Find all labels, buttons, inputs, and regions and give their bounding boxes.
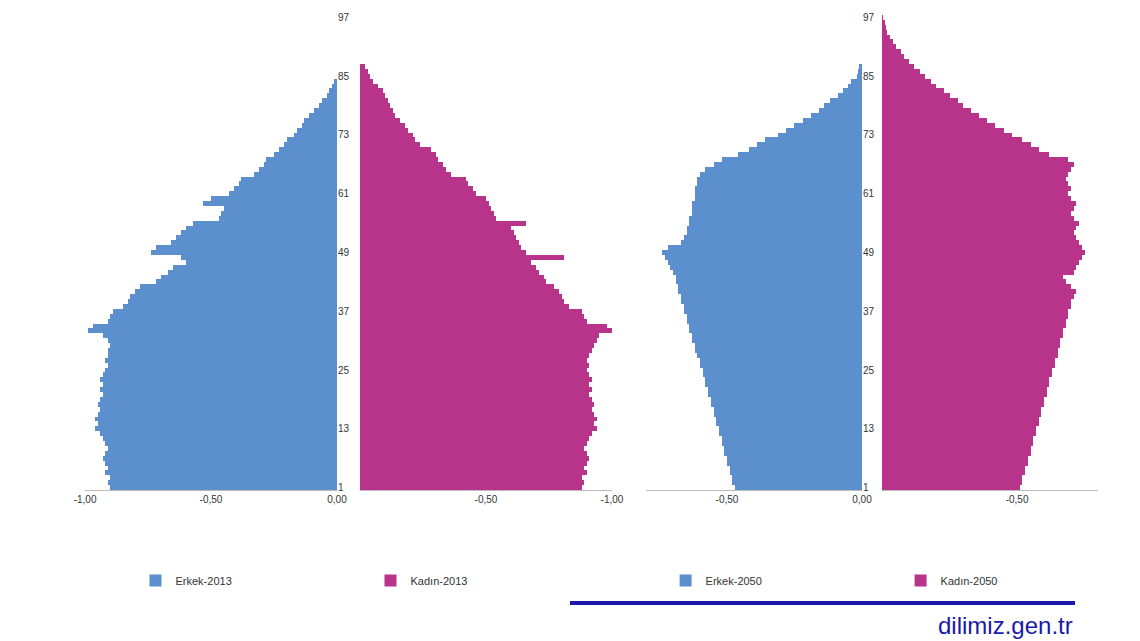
svg-text:37: 37	[338, 306, 350, 317]
svg-text:25: 25	[338, 365, 350, 376]
svg-text:1: 1	[863, 482, 869, 493]
svg-text:Kadın-2050: Kadın-2050	[941, 575, 998, 587]
svg-text:dilimiz.gen.tr: dilimiz.gen.tr	[938, 612, 1073, 639]
svg-text:-0,50: -0,50	[200, 494, 223, 505]
svg-text:97: 97	[863, 12, 875, 23]
svg-text:37: 37	[863, 306, 875, 317]
svg-text:-0,50: -0,50	[475, 494, 498, 505]
svg-text:-1,00: -1,00	[601, 494, 624, 505]
svg-text:61: 61	[863, 188, 875, 199]
svg-text:-0,50: -0,50	[1006, 494, 1029, 505]
svg-text:0,00: 0,00	[852, 494, 872, 505]
svg-text:13: 13	[863, 423, 875, 434]
svg-text:Erkek-2013: Erkek-2013	[176, 575, 232, 587]
svg-text:1: 1	[338, 482, 344, 493]
svg-text:-0,50: -0,50	[716, 494, 739, 505]
svg-text:0,00: 0,00	[327, 494, 347, 505]
svg-text:73: 73	[863, 129, 875, 140]
svg-text:49: 49	[863, 247, 875, 258]
svg-text:73: 73	[338, 129, 350, 140]
svg-text:61: 61	[338, 188, 350, 199]
svg-text:85: 85	[863, 71, 875, 82]
svg-text:13: 13	[338, 423, 350, 434]
svg-text:97: 97	[338, 12, 350, 23]
svg-text:Erkek-2050: Erkek-2050	[706, 575, 762, 587]
svg-text:25: 25	[863, 365, 875, 376]
svg-text:-1,00: -1,00	[74, 494, 97, 505]
svg-text:85: 85	[338, 71, 350, 82]
svg-text:Kadın-2013: Kadın-2013	[411, 575, 468, 587]
svg-text:49: 49	[338, 247, 350, 258]
